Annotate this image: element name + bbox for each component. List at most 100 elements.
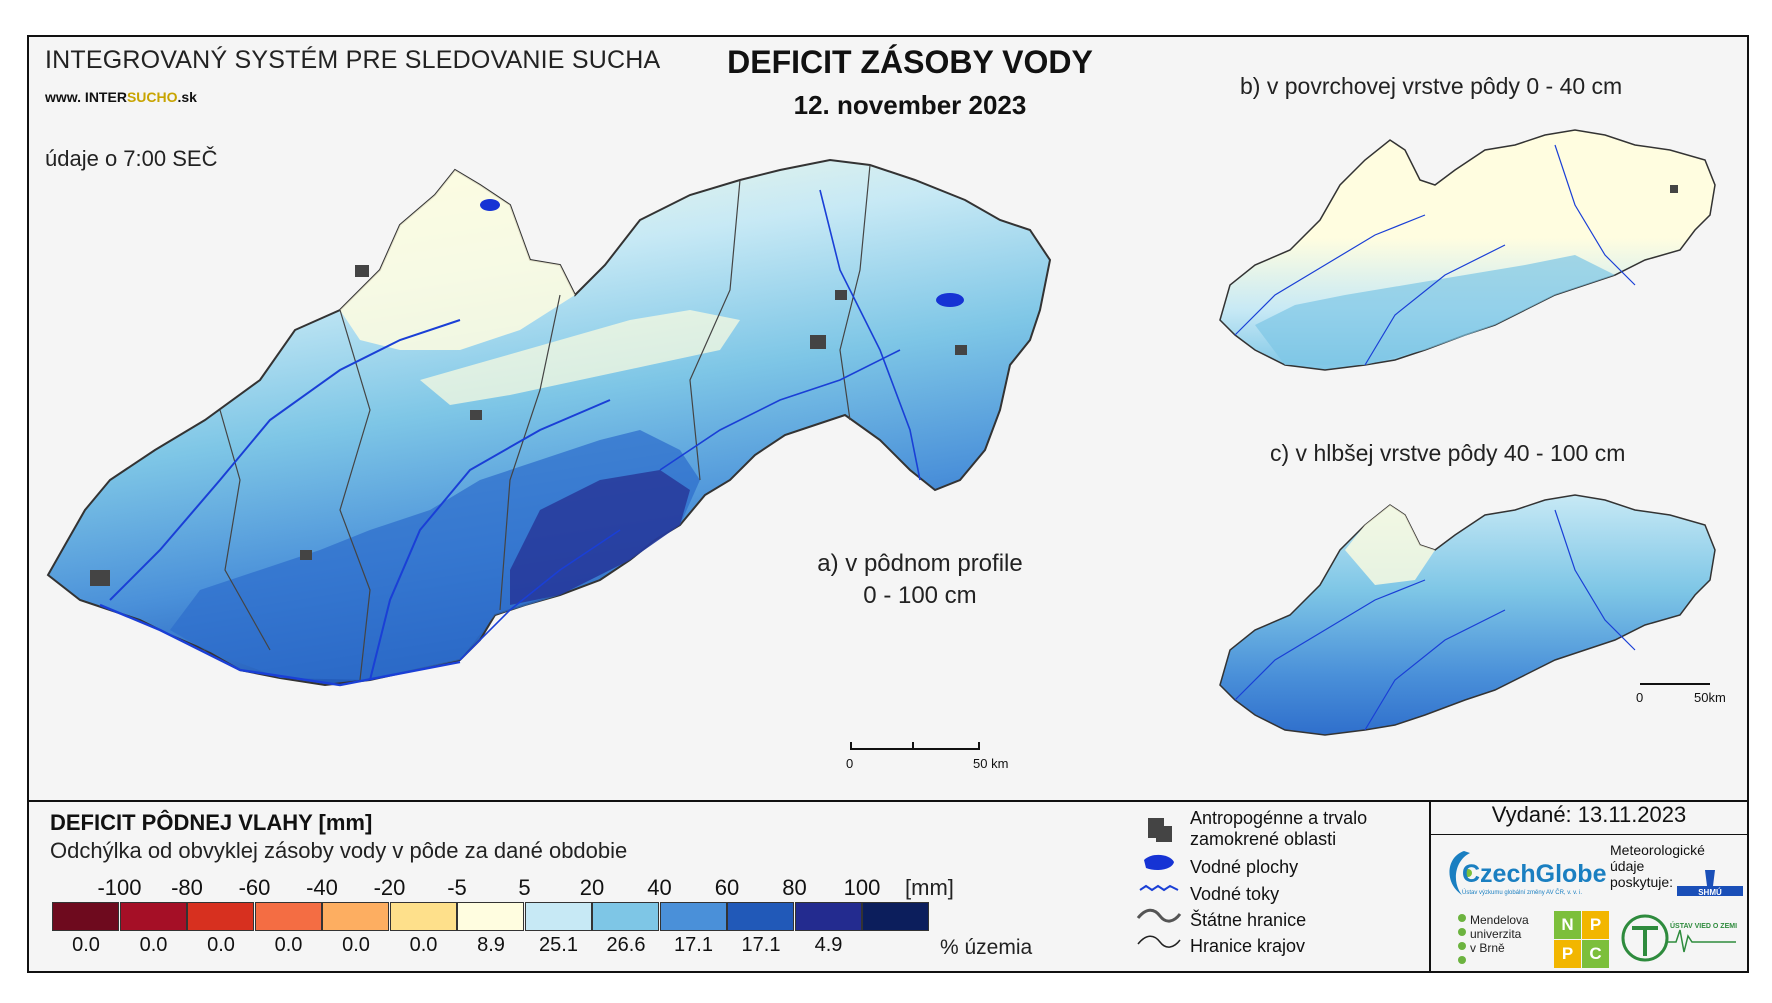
legend-color-box bbox=[119, 902, 187, 931]
legend-tick-label: -20 bbox=[373, 875, 406, 900]
urban-area-kosice bbox=[810, 335, 826, 349]
urban-area-zilina bbox=[355, 265, 369, 277]
legend-percentage: 0.0 bbox=[139, 934, 168, 956]
slovakia-outline-c bbox=[1219, 494, 1716, 736]
scale-main-zero: 0 bbox=[846, 756, 854, 771]
legend-tick-label: -100 bbox=[97, 875, 142, 900]
map-c-label: c) v hlbšej vrstve pôdy 40 - 100 cm bbox=[1270, 440, 1626, 466]
b-river-2 bbox=[1364, 244, 1506, 366]
river-ondava bbox=[819, 189, 921, 481]
river-hron bbox=[369, 399, 611, 681]
ustav-name: ÚSTAV VIED O ZEMI bbox=[1670, 921, 1737, 930]
c-north-zone bbox=[1345, 505, 1435, 585]
scale-bar-small bbox=[1640, 683, 1710, 685]
region-border-5 bbox=[839, 164, 871, 421]
legend-subtitle: Odchýlka od obvyklej zásoby vody v pôde … bbox=[50, 838, 628, 863]
scale-tick-mid bbox=[912, 742, 914, 750]
legend-percentage: 26.6 bbox=[606, 934, 646, 956]
legend-separator bbox=[27, 800, 1749, 802]
legend-percentage: 8.9 bbox=[477, 934, 505, 956]
symbol-label-region-border: Hranice krajov bbox=[1190, 936, 1306, 956]
b-river-1 bbox=[1234, 214, 1426, 336]
map-a-label: a) v pôdnom profile 0 - 100 cm bbox=[817, 550, 1023, 609]
issued-panel bbox=[1429, 800, 1749, 973]
legend-percentage: 17.1 bbox=[741, 934, 781, 956]
legend-percentage: 4.9 bbox=[814, 934, 843, 956]
river-ipel bbox=[459, 529, 621, 661]
legend-percentage: 0.0 bbox=[72, 934, 100, 956]
czechglobe-dot-icon bbox=[1464, 869, 1472, 877]
legend-color-box bbox=[389, 902, 457, 931]
legend-color-box bbox=[187, 902, 254, 931]
issued-divider bbox=[1429, 834, 1749, 835]
shmu-logo-text: SHMÚ bbox=[1698, 888, 1722, 897]
legend-tick-label: 5 bbox=[518, 875, 531, 900]
legend-percentage: 0.0 bbox=[207, 934, 235, 956]
map-b-label: b) v povrchovej vrstve pôdy 0 - 40 cm bbox=[1240, 73, 1623, 99]
c-river-3 bbox=[1554, 509, 1636, 651]
region-border-4 bbox=[689, 179, 741, 481]
legend-title: DEFICIT PÔDNEJ VLAHY [mm] bbox=[50, 810, 373, 835]
legend-tick-label: 80 bbox=[782, 875, 807, 900]
legend-percent-label: % územia bbox=[940, 936, 1033, 959]
urban-area-bratislava bbox=[90, 570, 110, 586]
legend-tick-label: 100 bbox=[843, 875, 881, 900]
nppc-n: N bbox=[1554, 911, 1581, 939]
legend-percentage: 17.1 bbox=[674, 934, 713, 956]
shmu-tower-icon bbox=[1705, 870, 1715, 886]
water-body-orava bbox=[480, 199, 500, 211]
region-border-icon bbox=[1137, 935, 1181, 948]
legend-tick-label: -5 bbox=[447, 875, 467, 900]
b-river-3 bbox=[1554, 144, 1636, 286]
state-border-icon bbox=[1136, 908, 1182, 923]
legend-tick-label: 20 bbox=[579, 875, 605, 900]
urban-area-nitra bbox=[300, 550, 312, 560]
site-url[interactable]: www. INTERSUCHO.sk bbox=[45, 89, 197, 105]
legend-color-box bbox=[524, 902, 592, 931]
czechglobe-logo bbox=[1449, 851, 1472, 895]
meteo-provider-text: Meteorologické údaje poskytuje: bbox=[1610, 842, 1705, 890]
nppc-p2: P bbox=[1554, 940, 1581, 968]
river-vah bbox=[109, 319, 461, 601]
symbol-label-water: Vodné plochy bbox=[1190, 857, 1299, 877]
legend-color-box bbox=[592, 902, 659, 931]
legend-color-box bbox=[322, 902, 389, 931]
ustav-t-icon bbox=[1632, 926, 1658, 956]
small-map-b bbox=[1219, 129, 1716, 371]
main-map-a bbox=[46, 158, 1052, 687]
legend-color-box bbox=[52, 902, 119, 931]
nppc-logo: N P P C bbox=[1554, 911, 1609, 969]
ustav-seismo-icon bbox=[1668, 929, 1736, 953]
legend-color-box bbox=[457, 902, 524, 931]
scale-small-end: 50km bbox=[1694, 690, 1726, 705]
ustav-vied-o-zemi-logo: ÚSTAV VIED O ZEMI bbox=[1621, 914, 1737, 962]
urban-area-bbystrica bbox=[470, 410, 482, 420]
legend-tick-label: -80 bbox=[171, 875, 203, 900]
symbol-label-state-border: Štátne hranice bbox=[1190, 910, 1307, 930]
b-urban-east bbox=[1670, 185, 1678, 193]
symbol-label-anthropogenic-2: zamokrené oblasti bbox=[1190, 829, 1337, 849]
c-river-2 bbox=[1364, 609, 1506, 731]
water-body-sirava bbox=[936, 293, 964, 307]
time-note: údaje o 7:00 SEČ bbox=[45, 146, 218, 171]
water-body-icon bbox=[1144, 854, 1174, 870]
scale-small-zero: 0 bbox=[1636, 690, 1644, 705]
small-map-c bbox=[1219, 494, 1716, 736]
urban-area-icon bbox=[1148, 818, 1172, 842]
legend-percentage: 0.0 bbox=[274, 934, 303, 956]
scale-bar-main bbox=[850, 748, 980, 750]
czechglobe-subtitle: Ústav výzkumu globální změny AV ČR, v. v… bbox=[1462, 890, 1583, 896]
legend-unit: [mm] bbox=[905, 875, 954, 900]
main-title: DEFICIT ZÁSOBY VODY bbox=[727, 44, 1093, 80]
legend-tick-label: -40 bbox=[306, 875, 338, 900]
symbol-icons bbox=[1136, 818, 1182, 948]
mendel-university-logo: Mendelova univerzita v Brně bbox=[1470, 913, 1529, 955]
urban-area-presov bbox=[835, 290, 847, 300]
legend-tick-label: -60 bbox=[238, 875, 271, 900]
czechglobe-name: CzechGlobe bbox=[1462, 860, 1607, 888]
shmu-logo: SHMÚ bbox=[1677, 870, 1743, 897]
map-date: 12. november 2023 bbox=[793, 90, 1027, 120]
legend-color-box bbox=[727, 902, 794, 931]
legend-color-box bbox=[254, 902, 322, 931]
river-danube bbox=[99, 603, 461, 687]
